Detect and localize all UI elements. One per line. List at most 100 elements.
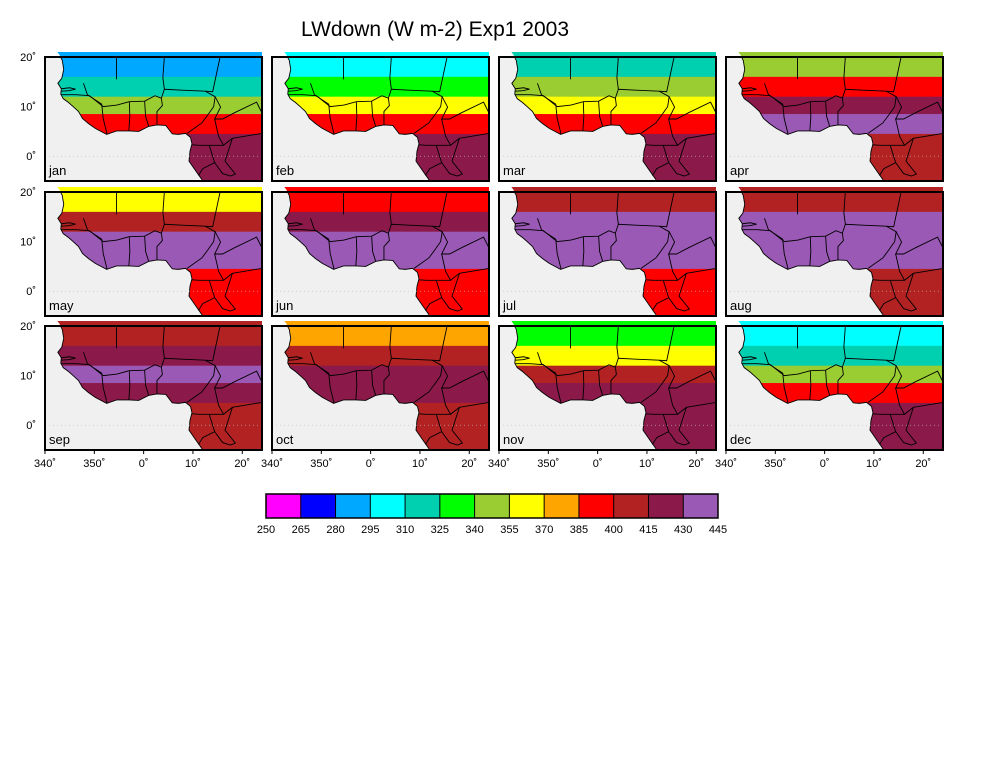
border-8 [640, 90, 670, 134]
border-11 [904, 401, 943, 415]
border-0 [83, 352, 108, 404]
lat-band-1 [511, 211, 716, 233]
border-2 [371, 236, 376, 262]
lat-band-3 [57, 383, 262, 404]
border-12 [425, 145, 443, 176]
border-7 [616, 57, 619, 90]
lat-band-1 [511, 345, 716, 367]
lat-band-3 [57, 114, 262, 135]
lat-band-0 [284, 52, 489, 78]
coastline [738, 57, 884, 181]
border-2 [144, 370, 149, 396]
border-3 [809, 101, 812, 131]
border-7 [389, 326, 392, 359]
lat-band-0 [738, 321, 943, 347]
lat-band-3 [738, 114, 943, 135]
border-2 [371, 370, 376, 396]
panel-nov: nov [498, 321, 717, 451]
x-tick-label: 0˚ [139, 458, 149, 470]
x-tick-label: 350˚ [537, 458, 559, 470]
colorbar-tick-label: 280 [326, 524, 344, 536]
y-tick-label: 20˚ [20, 52, 36, 64]
border-10 [645, 387, 679, 415]
border-12 [198, 145, 216, 176]
border-4 [515, 94, 572, 108]
border-11 [450, 401, 489, 415]
border-7 [843, 192, 846, 225]
border-3 [355, 236, 358, 266]
lat-band-3 [738, 249, 943, 270]
border-0 [537, 352, 562, 404]
border-12 [198, 280, 216, 311]
border-7 [616, 326, 619, 359]
border-7 [162, 192, 165, 225]
boundaries [738, 326, 943, 450]
boundaries [738, 57, 943, 181]
y-tick-label: 10˚ [20, 102, 36, 114]
colorbar-tick-label: 355 [500, 524, 518, 536]
x-tick-label: 0˚ [593, 458, 603, 470]
border-4 [742, 363, 799, 377]
border-12 [879, 414, 897, 445]
panel-frame [725, 56, 944, 182]
coastline [57, 326, 203, 450]
border-10 [418, 387, 452, 415]
lat-band-1 [57, 345, 262, 367]
border-14 [742, 356, 757, 361]
month-label-apr: apr [730, 163, 749, 178]
colorbar-swatch-3 [370, 494, 406, 518]
lat-band-3 [284, 383, 489, 404]
border-11 [450, 132, 489, 146]
border-10 [418, 253, 452, 281]
border-8 [186, 90, 216, 134]
coastline [738, 326, 884, 450]
panel-dec: dec [725, 321, 944, 451]
border-14 [288, 87, 303, 92]
panel-may: may [44, 187, 263, 317]
x-tick-label: 20˚ [688, 458, 704, 470]
border-11 [677, 132, 716, 146]
x-tick-label: 20˚ [915, 458, 931, 470]
panel-jun: jun [271, 187, 490, 317]
coastline [57, 192, 203, 316]
border-14 [61, 356, 76, 361]
border-4 [288, 229, 345, 243]
lat-band-1 [284, 76, 489, 98]
coastline [738, 192, 884, 316]
border-7 [616, 192, 619, 225]
border-1 [116, 230, 163, 260]
border-11 [223, 267, 262, 281]
border-10 [645, 253, 679, 281]
panel-feb: feb [271, 52, 490, 182]
month-label-feb: feb [276, 163, 294, 178]
coastline [511, 57, 657, 181]
border-14 [515, 87, 530, 92]
x-tick-label: 10˚ [185, 458, 201, 470]
month-label-aug: aug [730, 298, 752, 313]
border-3 [809, 370, 812, 400]
border-1 [797, 230, 844, 260]
border-1 [343, 364, 390, 394]
border-8 [867, 225, 897, 269]
lat-band-3 [284, 114, 489, 135]
border-13 [895, 273, 918, 312]
x-tick-label: 10˚ [866, 458, 882, 470]
border-12 [425, 414, 443, 445]
lat-band-3 [511, 114, 716, 135]
coastline [57, 57, 203, 181]
border-2 [598, 370, 603, 396]
border-9 [894, 365, 943, 389]
panel-frame [498, 325, 717, 451]
border-4 [515, 229, 572, 243]
border-9 [213, 231, 262, 255]
lat-band-0 [511, 187, 716, 213]
colorbar-tick-label: 370 [535, 524, 553, 536]
colorbar-swatch-2 [335, 494, 371, 518]
panel-sep: sep [44, 321, 263, 451]
border-14 [288, 356, 303, 361]
border-11 [904, 267, 943, 281]
boundaries [738, 192, 943, 316]
panel-jan: jan [44, 52, 263, 182]
border-2 [825, 101, 830, 127]
border-3 [355, 370, 358, 400]
